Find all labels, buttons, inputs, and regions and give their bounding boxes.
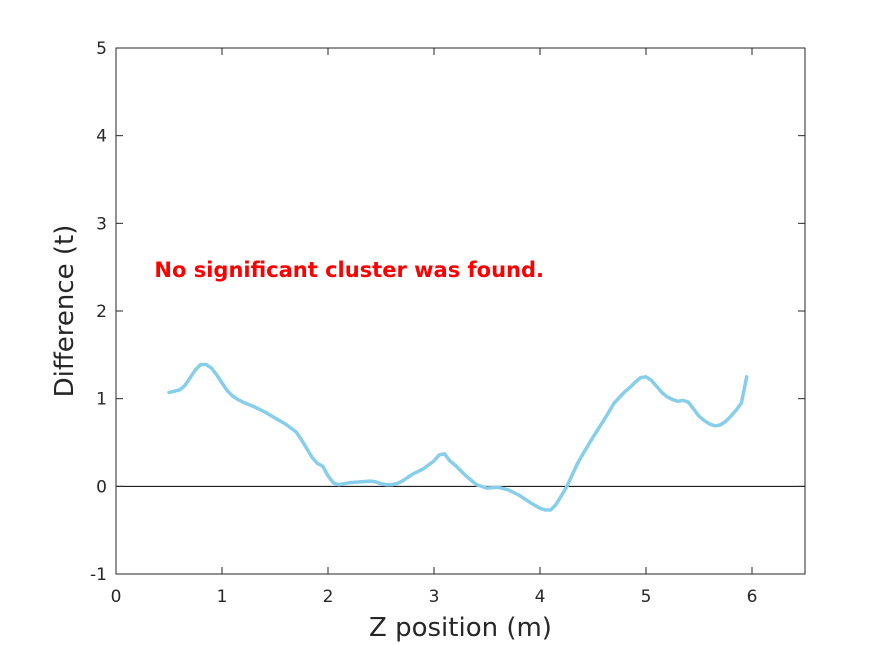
y-tick-label: 5 xyxy=(96,39,107,59)
x-tick-label: 0 xyxy=(111,587,122,607)
x-tick-label: 6 xyxy=(747,587,758,607)
annotation-text: No significant cluster was found. xyxy=(154,258,544,282)
x-tick-label: 1 xyxy=(217,587,228,607)
x-axis-label: Z position (m) xyxy=(369,613,552,643)
y-tick-label: 4 xyxy=(96,127,107,147)
x-tick-label: 2 xyxy=(323,587,334,607)
x-tick-label: 5 xyxy=(641,587,652,607)
y-axis-label: Difference (t) xyxy=(50,225,80,398)
y-tick-label: -1 xyxy=(90,565,107,585)
y-tick-label: 3 xyxy=(96,214,107,234)
y-tick-label: 1 xyxy=(96,390,107,410)
axis-ticks xyxy=(115,47,805,575)
y-tick-label: 0 xyxy=(96,477,107,497)
x-tick-label: 4 xyxy=(535,587,546,607)
x-tick-label: 3 xyxy=(429,587,440,607)
series-group xyxy=(167,362,749,512)
series-line xyxy=(167,362,749,512)
y-tick-label: 2 xyxy=(96,302,107,322)
